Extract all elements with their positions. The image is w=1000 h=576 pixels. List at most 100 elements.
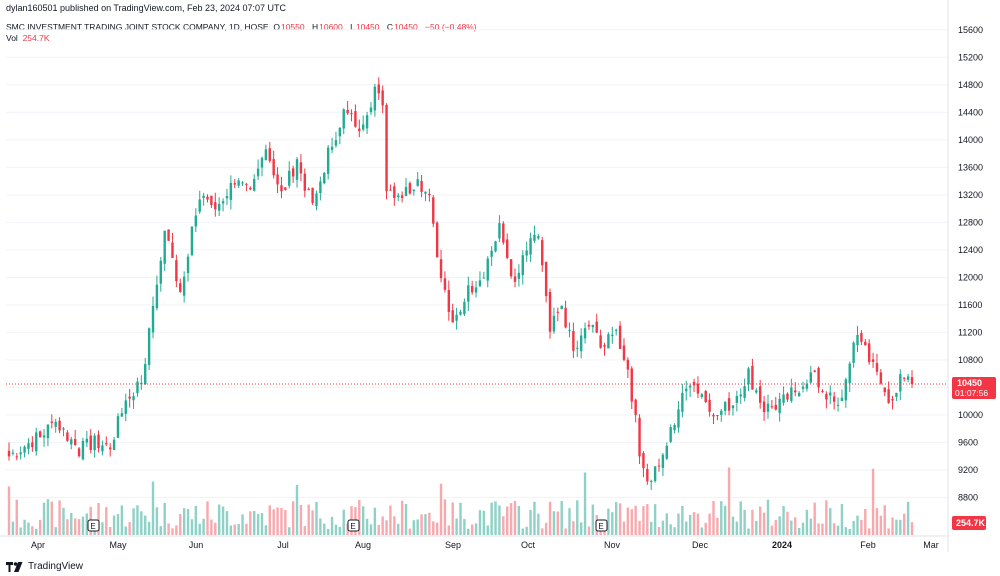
candle-body	[151, 305, 155, 333]
volume-bar	[221, 506, 225, 535]
volume-bar	[443, 499, 447, 535]
candle-body	[576, 347, 579, 349]
volume-bar	[646, 504, 649, 535]
volume-bar	[159, 526, 163, 535]
candle-body	[393, 186, 396, 198]
volume-bar	[85, 513, 89, 535]
volume-bar	[194, 505, 198, 535]
volume-bar	[630, 509, 633, 535]
candle-body	[875, 363, 879, 372]
candle-body	[136, 381, 139, 394]
candle-body	[903, 377, 906, 379]
candle-body	[307, 188, 310, 190]
y-tick-label: 14400	[958, 107, 983, 117]
candle-body	[887, 389, 890, 403]
volume-bar	[73, 518, 77, 535]
volume-bar	[377, 524, 380, 535]
candle-body	[93, 435, 96, 451]
candle-body	[735, 395, 739, 403]
volume-bar	[147, 521, 151, 535]
volume-bar	[712, 501, 715, 535]
candle-body	[428, 193, 431, 196]
volume-bar	[70, 513, 73, 535]
candle-body	[397, 195, 400, 197]
candle-body	[361, 124, 365, 130]
candle-body	[490, 250, 493, 257]
candle-body	[319, 181, 322, 194]
candle-body	[46, 424, 50, 439]
last-price-badge	[952, 376, 996, 399]
candle-body	[167, 229, 170, 241]
candle-body	[210, 195, 213, 205]
candle-body	[459, 311, 462, 315]
candle-body	[291, 168, 295, 177]
volume-bar	[225, 511, 229, 535]
change-value: −50 (−0.48%)	[425, 22, 477, 32]
candle-body	[852, 342, 855, 363]
candle-body	[506, 239, 509, 258]
candle-body	[871, 359, 875, 362]
volume-bar	[459, 502, 462, 535]
volume-bar	[182, 508, 186, 535]
earnings-marker-label: E	[598, 522, 603, 531]
volume-bar	[397, 523, 400, 535]
candle-body	[435, 222, 439, 258]
candle-body	[517, 272, 521, 279]
volume-bar	[490, 502, 493, 535]
volume-bar	[381, 516, 384, 535]
volume-bar	[727, 467, 731, 535]
candle-body	[420, 180, 423, 192]
candle-body	[720, 410, 723, 415]
candle-body	[867, 343, 871, 363]
volume-bar	[805, 509, 809, 535]
x-tick-label: Oct	[521, 540, 536, 550]
candle-body	[175, 260, 178, 282]
volume-bar	[217, 504, 221, 535]
candle-body	[541, 240, 544, 266]
volume-bar	[144, 515, 147, 535]
volume-bar	[81, 516, 85, 535]
volume-badge	[952, 516, 986, 530]
volume-bar	[179, 514, 182, 535]
volume-bar	[46, 499, 50, 535]
volume-bar	[482, 510, 486, 535]
volume-bar	[66, 519, 69, 535]
candle-body	[116, 416, 120, 438]
volume-bar	[31, 526, 34, 535]
volume-bar	[844, 527, 848, 535]
volume-bar	[365, 518, 369, 535]
volume-bar	[120, 505, 124, 535]
candle-body	[447, 289, 451, 312]
candle-body	[603, 345, 606, 347]
volume-bar	[591, 504, 595, 535]
candle-body	[42, 435, 46, 438]
y-tick-label: 14000	[958, 135, 983, 145]
volume-bar	[704, 522, 707, 535]
candle-body	[743, 386, 746, 398]
volume-bar	[906, 501, 910, 535]
x-tick-label: Jun	[189, 540, 204, 550]
x-tick-label: Feb	[860, 540, 876, 550]
x-tick-label: Mar	[923, 540, 939, 550]
y-tick-label: 9600	[958, 437, 978, 447]
y-tick-label: 13600	[958, 162, 983, 172]
high-value: 10600	[319, 22, 343, 32]
volume-bar	[786, 511, 789, 535]
volume-bar	[358, 499, 361, 535]
candle-body	[712, 414, 715, 417]
volume-bar	[817, 523, 820, 535]
candle-body	[38, 431, 42, 437]
candle-body	[381, 90, 384, 106]
volume-bar	[136, 505, 139, 535]
candle-body	[762, 401, 766, 413]
candle-body	[681, 392, 684, 412]
candle-body	[739, 394, 742, 397]
candle-body	[879, 372, 883, 384]
volume-bar	[151, 481, 155, 535]
volume-bar	[895, 519, 898, 535]
candle-body	[365, 115, 369, 129]
candle-body	[685, 388, 688, 392]
volume-bar	[587, 526, 591, 535]
volume-bar	[50, 501, 54, 535]
